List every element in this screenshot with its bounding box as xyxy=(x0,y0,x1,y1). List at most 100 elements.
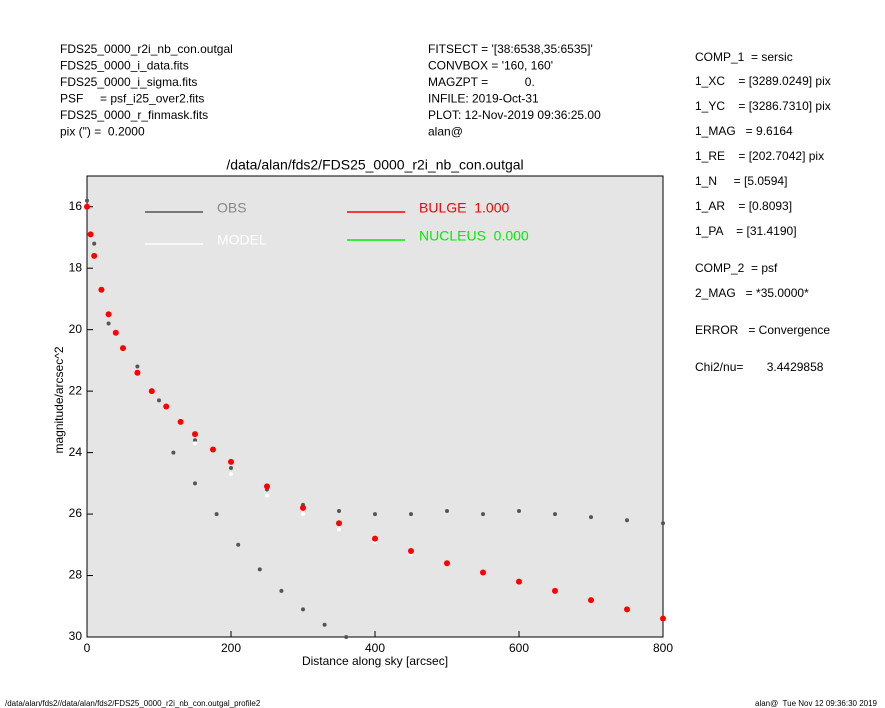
parameter-text: 2_MAG = *35.0000* xyxy=(695,286,809,300)
data-point xyxy=(624,606,630,613)
data-point xyxy=(192,431,198,438)
data-point xyxy=(157,398,161,403)
header-text: PLOT: 12-Nov-2019 09:36:25.00 xyxy=(428,108,601,122)
data-point xyxy=(553,512,557,517)
data-point xyxy=(552,587,558,594)
data-point xyxy=(214,512,219,517)
data-point xyxy=(344,635,349,639)
y-tick-label: 24 xyxy=(69,445,83,459)
x-axis-label: Distance along sky [arcsec] xyxy=(302,654,448,668)
data-point xyxy=(112,329,119,336)
data-point xyxy=(444,560,450,567)
data-point xyxy=(163,403,170,410)
data-point xyxy=(85,198,89,203)
data-point xyxy=(322,622,327,627)
data-point xyxy=(229,472,233,477)
data-point xyxy=(91,252,98,259)
parameter-text: 1_AR = [0.8093] xyxy=(695,199,792,213)
data-point xyxy=(265,493,269,498)
y-tick-label: 26 xyxy=(69,506,83,520)
parameter-text: 1_N = [5.0594] xyxy=(695,174,787,188)
parameter-text: 1_YC = [3286.7310] pix xyxy=(695,99,831,113)
header-text: FITSECT = '[38:6538,35:6535]' xyxy=(428,42,593,56)
data-point xyxy=(301,607,305,612)
data-point xyxy=(193,441,197,446)
header-text: MAGZPT = 0. xyxy=(428,75,535,89)
data-point xyxy=(257,567,262,572)
data-point xyxy=(373,512,377,517)
data-point xyxy=(84,203,90,210)
data-point xyxy=(408,547,414,554)
data-point xyxy=(336,520,342,527)
y-tick-label: 22 xyxy=(69,383,83,397)
data-point xyxy=(517,508,521,513)
data-point xyxy=(210,446,216,453)
data-point xyxy=(337,508,341,513)
parameter-text: Chi2/nu= 3.4429858 xyxy=(695,360,824,374)
legend-label: NUCLEUS 0.000 xyxy=(419,228,529,244)
x-tick-label: 400 xyxy=(365,641,385,655)
legend-label: MODEL xyxy=(217,232,267,248)
data-point xyxy=(171,450,176,455)
footer-right: alan@ Tue Nov 12 09:36:30 2019 xyxy=(755,699,878,708)
y-axis-label: magnitude/arcsec^2 xyxy=(52,346,66,453)
header-text: CONVBOX = '160, 160' xyxy=(428,59,553,73)
data-point xyxy=(177,418,184,425)
data-point xyxy=(236,542,241,547)
data-point xyxy=(264,483,270,490)
data-point xyxy=(106,321,111,326)
parameter-text: 1_XC = [3289.0249] pix xyxy=(695,74,831,88)
footer-left: /data/alan/fds2//data/alan/fds2/FDS25_00… xyxy=(5,699,261,708)
header-text: alan@ xyxy=(428,125,463,139)
header-text: PSF = psf_i25_over2.fits xyxy=(60,92,204,106)
data-point xyxy=(480,569,486,576)
parameter-text: COMP_1 = sersic xyxy=(695,50,793,64)
parameter-text: 1_MAG = 9.6164 xyxy=(695,124,793,138)
data-point xyxy=(135,364,140,369)
data-point xyxy=(301,512,305,517)
header-text: pix (") = 0.2000 xyxy=(60,125,145,139)
data-point xyxy=(279,588,284,593)
data-point xyxy=(660,615,666,622)
header-text: FDS25_0000_i_sigma.fits xyxy=(60,75,197,89)
parameter-text: 1_PA = [31.4190] xyxy=(695,224,797,238)
y-tick-label: 20 xyxy=(69,322,83,336)
parameter-text: 1_RE = [202.7042] pix xyxy=(695,149,824,163)
data-point xyxy=(87,231,94,238)
parameter-text: COMP_2 = psf xyxy=(695,261,778,275)
header-text: INFILE: 2019-Oct-31 xyxy=(428,92,539,106)
data-point xyxy=(300,504,306,511)
header-text: FDS25_0000_r_finmask.fits xyxy=(60,108,208,122)
plot-area xyxy=(86,175,664,638)
data-point xyxy=(92,241,97,246)
x-tick-label: 800 xyxy=(653,641,673,655)
data-point xyxy=(105,311,112,318)
data-point xyxy=(372,535,378,542)
y-tick-label: 28 xyxy=(69,568,83,582)
chart-title: /data/alan/fds2/FDS25_0000_r2i_nb_con.ou… xyxy=(226,157,523,173)
data-point xyxy=(193,481,197,486)
data-point xyxy=(120,345,126,352)
header-text: FDS25_0000_r2i_nb_con.outgal xyxy=(60,42,233,56)
data-point xyxy=(481,512,485,517)
data-point xyxy=(516,578,522,585)
data-point xyxy=(134,369,141,376)
data-point xyxy=(588,597,594,604)
y-tick-label: 16 xyxy=(69,199,83,213)
data-point xyxy=(589,515,593,520)
legend-label: OBS xyxy=(217,200,247,216)
data-point xyxy=(409,512,413,517)
data-point xyxy=(98,286,105,293)
data-point xyxy=(445,508,449,513)
x-tick-label: 0 xyxy=(84,641,91,655)
data-point xyxy=(193,438,197,443)
y-tick-label: 18 xyxy=(69,260,83,274)
data-point xyxy=(228,458,234,465)
data-point xyxy=(148,388,155,395)
x-tick-label: 200 xyxy=(221,641,241,655)
header-text: FDS25_0000_i_data.fits xyxy=(60,59,189,73)
legend-label: BULGE 1.000 xyxy=(419,200,509,216)
x-tick-label: 600 xyxy=(509,641,529,655)
